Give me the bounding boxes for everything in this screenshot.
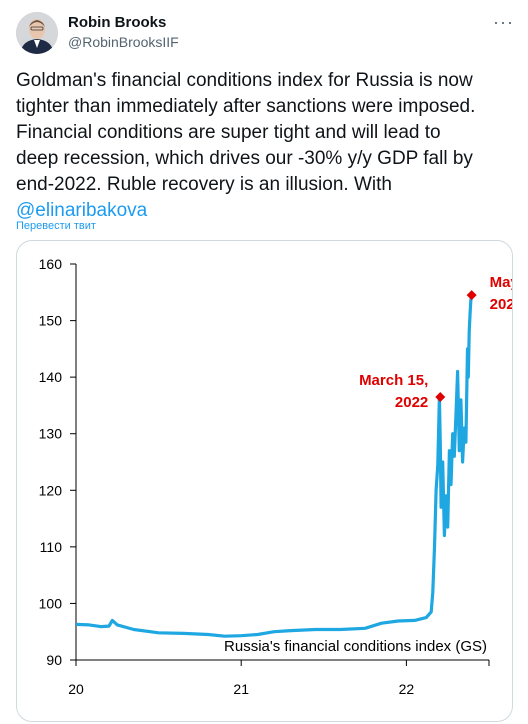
mention-link[interactable]: @elinaribakova xyxy=(16,200,148,221)
annotation-line: March 15, xyxy=(359,372,428,389)
y-tick-label: 90 xyxy=(46,652,62,668)
avatar[interactable] xyxy=(16,12,58,54)
chart-svg: 90 100 110 120 130 140 150 160 20 21 22 March 15,… xyxy=(39,256,512,697)
y-tick-label: 130 xyxy=(39,426,63,442)
annotation-line: May 20, xyxy=(490,274,512,291)
more-icon[interactable]: ··· xyxy=(493,12,514,32)
tweet-line: Financial conditions are super tight and… xyxy=(16,122,441,143)
x-tick-label: 22 xyxy=(399,681,415,697)
author-name[interactable]: Robin Brooks xyxy=(68,14,167,31)
annotation-marker xyxy=(466,290,477,301)
author-handle[interactable]: @RobinBrooksIIF xyxy=(68,34,179,50)
y-tick-label: 160 xyxy=(39,256,63,272)
y-tick-label: 150 xyxy=(39,313,63,329)
translate-link[interactable]: Перевести твит xyxy=(16,220,96,232)
tweet-line: Goldman's financial conditions index for… xyxy=(16,70,473,91)
x-tick-label: 20 xyxy=(68,681,84,697)
avatar-image xyxy=(16,12,58,54)
tweet-line: end-2022. Ruble recovery is an illusion.… xyxy=(16,174,392,195)
annotation-marker xyxy=(435,391,446,402)
series-line xyxy=(75,294,474,638)
tweet-text: Goldman's financial conditions index for… xyxy=(16,68,516,224)
y-tick-label: 100 xyxy=(39,595,63,611)
annotation-label: March 15, 2022 xyxy=(359,372,428,411)
chart-image[interactable]: 90 100 110 120 130 140 150 160 20 21 22 March 15,… xyxy=(16,240,513,722)
y-tick-label: 120 xyxy=(39,482,63,498)
annotation-label: May 20, 2022 xyxy=(490,274,512,313)
chart-title: Russia's financial conditions index (GS) xyxy=(224,638,487,655)
annotation-line: 2022 xyxy=(490,296,512,313)
annotation-line: 2022 xyxy=(395,394,428,411)
tweet-line: deep recession, which drives our -30% y/… xyxy=(16,148,473,169)
x-tick-label: 21 xyxy=(233,681,249,697)
y-tick-label: 140 xyxy=(39,369,63,385)
tweet-line: tighter than immediately after sanctions… xyxy=(16,96,476,117)
y-tick-label: 110 xyxy=(40,539,63,555)
